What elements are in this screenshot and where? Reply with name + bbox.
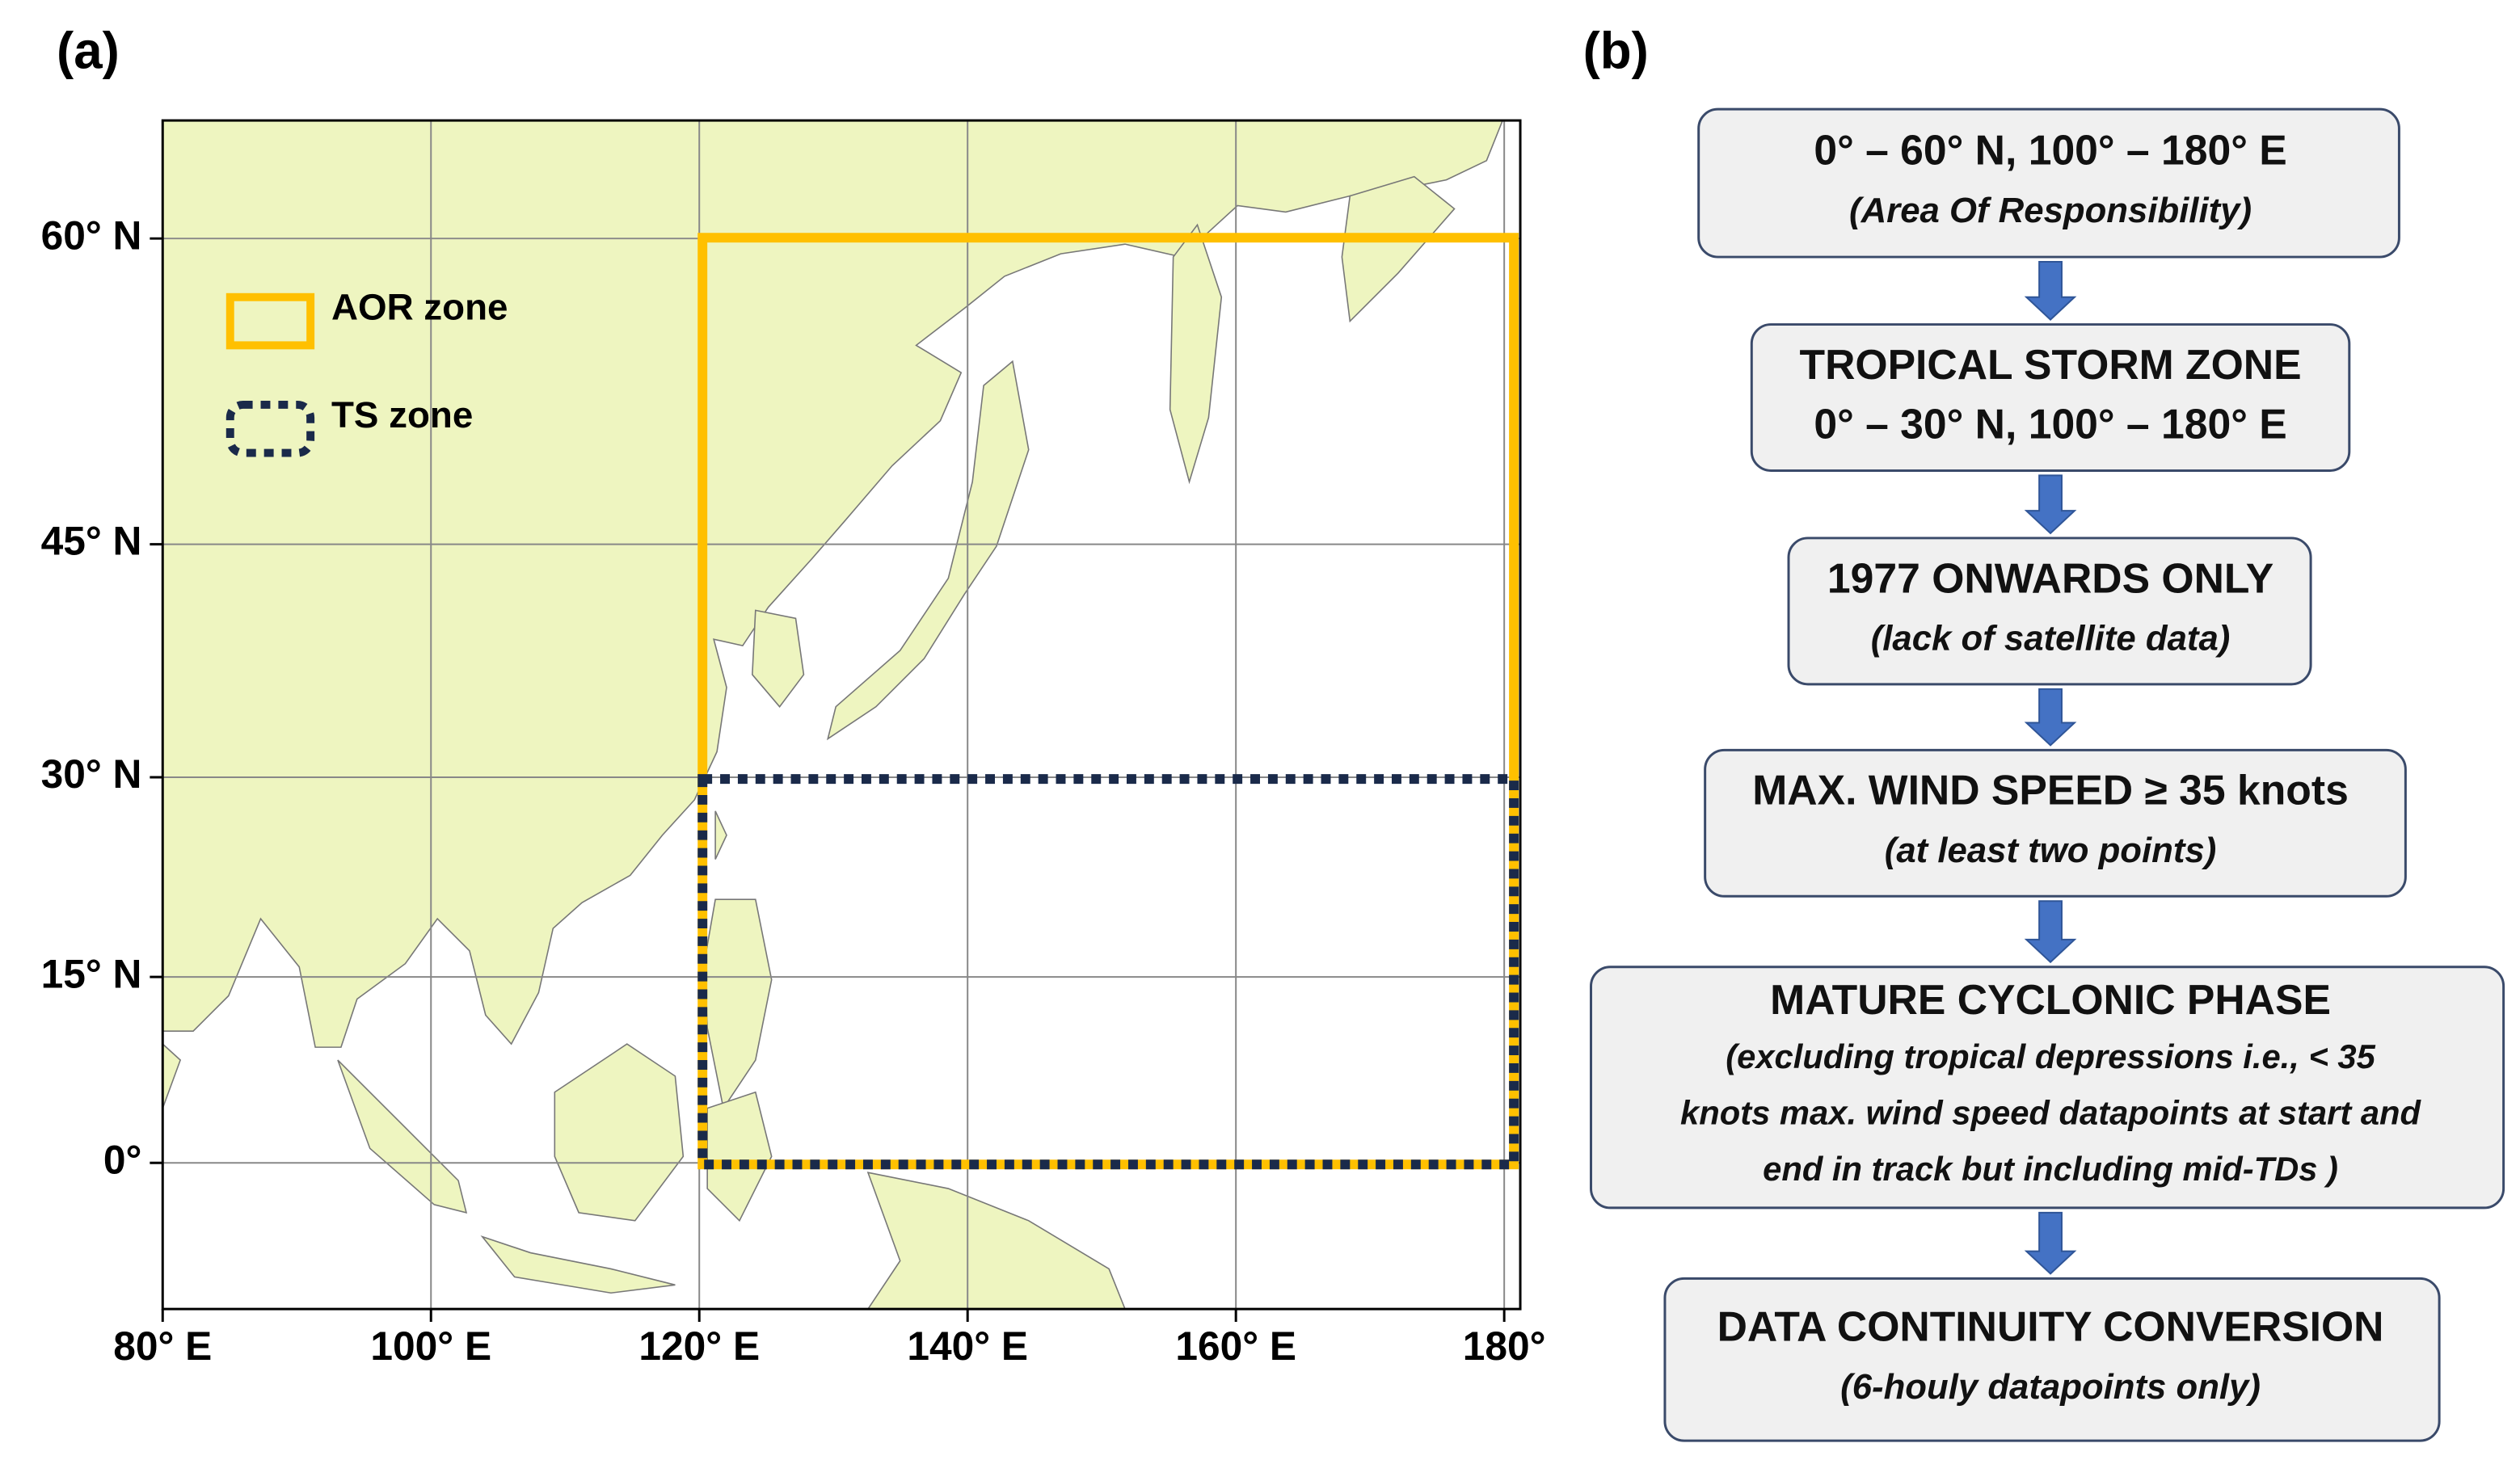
panel-label: (a) [57,22,120,79]
flow-text: (6-houly datapoints only) [1840,1367,2261,1407]
lon-tick-label: 100° E [370,1323,491,1369]
panel-label: (b) [1583,22,1649,79]
flow-text: MAX. WIND SPEED ≥ 35 knots [1752,767,2349,814]
lon-tick-label: 120° E [638,1323,760,1369]
flow-arrow [2024,1211,2077,1275]
legend-swatch [225,400,315,457]
legend-swatch [225,292,315,350]
flow-text: 0° – 30° N, 100° – 180° E [1814,400,2286,447]
map-frame [161,119,1522,1311]
lat-tick-label: 45° N [41,519,142,564]
flow-arrow [2024,474,2077,535]
flow-text: (lack of satellite data) [1871,619,2231,658]
lon-tick-label: 80° E [113,1323,212,1369]
legend-label: AOR zone [331,287,508,328]
flow-text: (at least two points) [1885,831,2216,870]
flow-text: TROPICAL STORM ZONE [1800,341,2302,388]
flow-text: end in track but including mid-TDs ) [1763,1150,2338,1188]
flow-arrow [2024,261,2077,321]
flow-text: 1977 ONWARDS ONLY [1827,554,2273,601]
flow-box [1697,107,2400,259]
flow-text: DATA CONTINUITY CONVERSION [1717,1303,2384,1350]
legend-label: TS zone [331,394,473,435]
lon-tick-label: 160° E [1175,1323,1296,1369]
lat-tick-label: 0° [103,1137,142,1182]
flow-box [1663,1277,2441,1442]
flow-box [1750,323,2351,472]
lon-tick-label: 140° E [907,1323,1028,1369]
flow-text: (Area Of Responsibility) [1849,191,2252,230]
flow-text: (excluding tropical depressions i.e., < … [1726,1037,2375,1075]
flow-text: 0° – 60° N, 100° – 180° E [1814,127,2286,174]
map [162,120,1521,1310]
flow-box [1590,966,2505,1210]
flow-box [1787,536,2312,686]
flow-text: MATURE CYCLONIC PHASE [1770,976,2331,1023]
flow-box [1704,748,2407,898]
flow-arrow [2024,688,2077,747]
aor-zone [697,233,1519,1170]
flow-text: knots max. wind speed datapoints at star… [1680,1094,2422,1132]
land [162,120,1504,1310]
lon-tick-label: 180° [1463,1323,1546,1369]
lat-tick-label: 60° N [41,212,142,258]
lat-tick-label: 15° N [41,951,142,996]
flow-arrow [2024,900,2077,964]
ts-zone [697,774,1519,1170]
lat-tick-label: 30° N [41,751,142,797]
